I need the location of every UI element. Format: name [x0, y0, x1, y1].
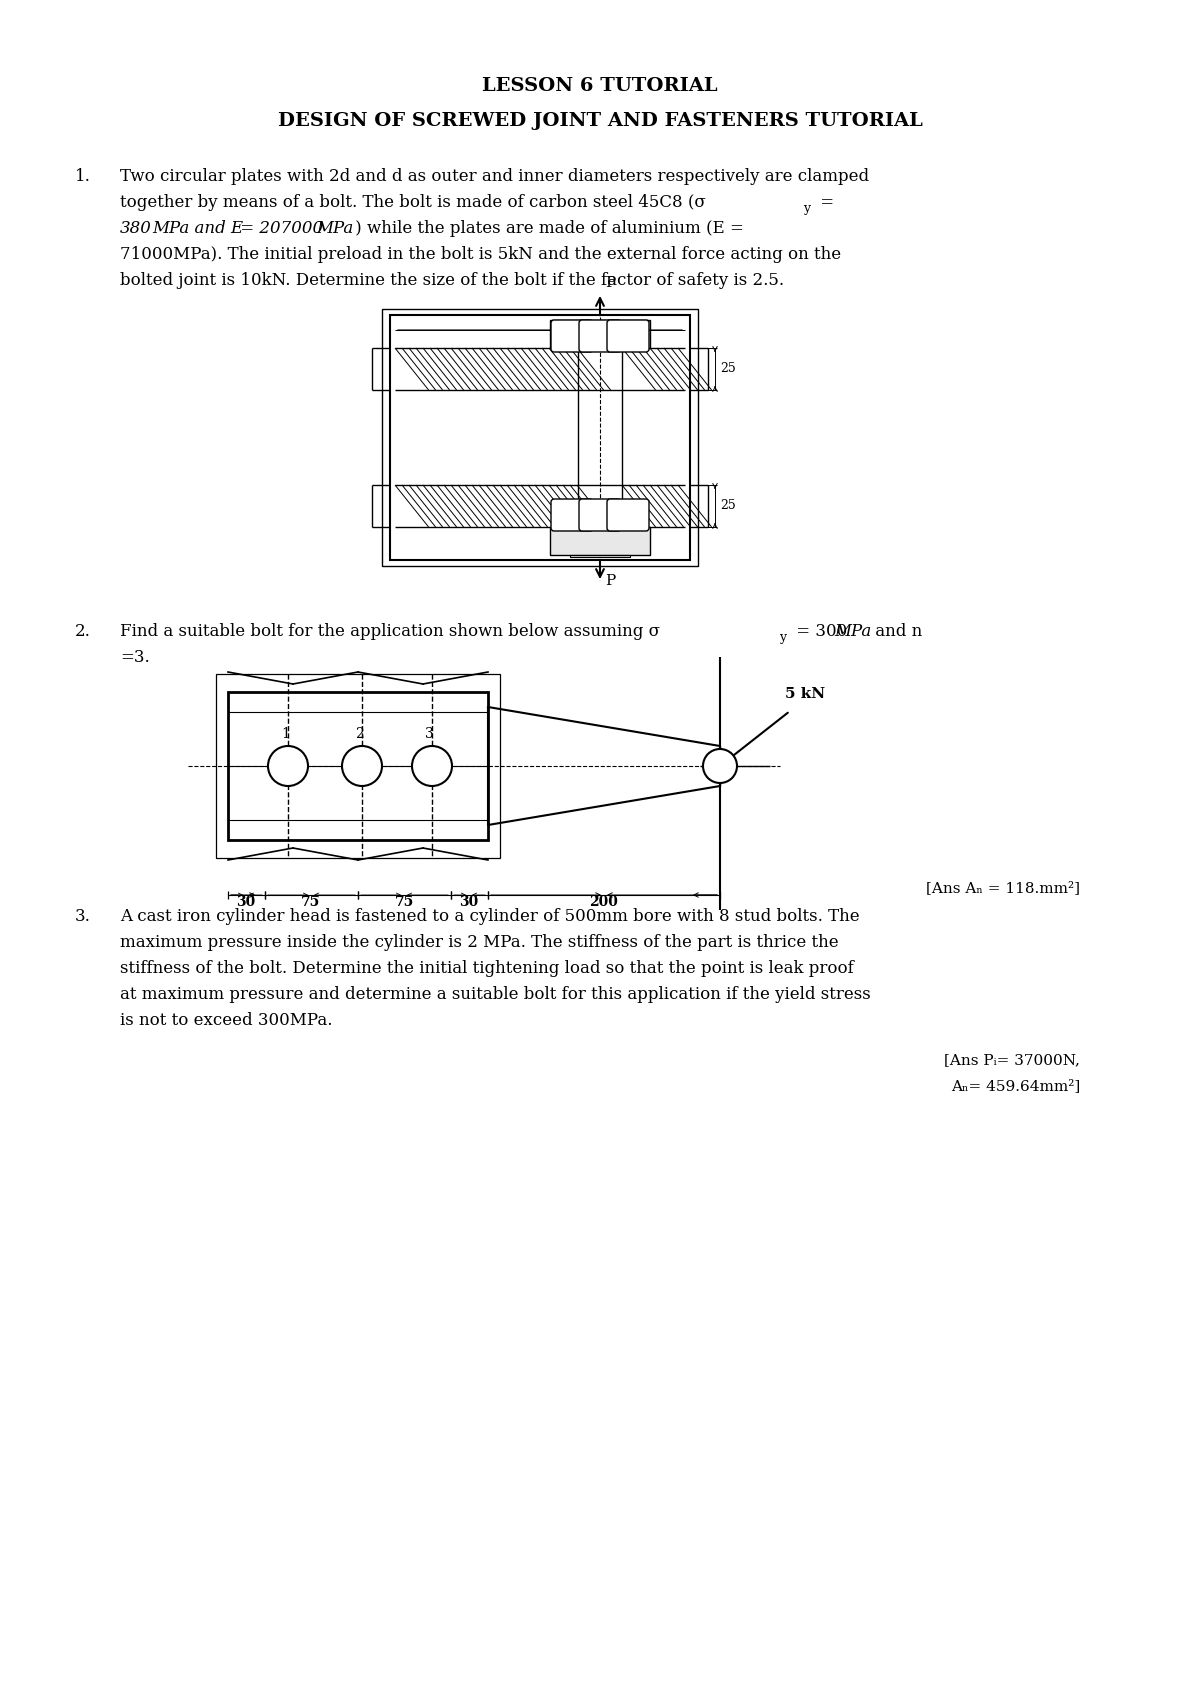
Text: Aₙ= 459.64mm²]: Aₙ= 459.64mm²] — [950, 1079, 1080, 1093]
Text: 200: 200 — [589, 894, 618, 910]
Text: and n: and n — [870, 623, 923, 640]
Circle shape — [268, 747, 308, 786]
Text: 25: 25 — [720, 361, 736, 375]
Bar — [390, 316, 690, 560]
Bar — [228, 692, 488, 840]
Text: 30: 30 — [236, 894, 256, 910]
FancyBboxPatch shape — [580, 499, 622, 531]
Text: together by means of a bolt. The bolt is made of carbon steel 45C8 (σ: together by means of a bolt. The bolt is… — [120, 193, 706, 210]
Text: [Ans Pᵢ= 37000N,: [Ans Pᵢ= 37000N, — [944, 1054, 1080, 1067]
FancyBboxPatch shape — [607, 321, 649, 351]
Text: MPa and E: MPa and E — [152, 221, 244, 238]
Text: P: P — [605, 574, 616, 587]
Text: 1.: 1. — [74, 168, 91, 185]
Bar — [570, 555, 630, 557]
Text: 30: 30 — [460, 894, 479, 910]
Text: y: y — [803, 202, 810, 216]
Text: is not to exceed 300MPa.: is not to exceed 300MPa. — [120, 1011, 332, 1028]
Text: A cast iron cylinder head is fastened to a cylinder of 500mm bore with 8 stud bo: A cast iron cylinder head is fastened to… — [120, 908, 859, 925]
Bar — [216, 674, 500, 859]
Text: Two circular plates with 2d and d as outer and inner diameters respectively are : Two circular plates with 2d and d as out… — [120, 168, 869, 185]
Bar — [550, 528, 650, 555]
Text: =: = — [815, 193, 834, 210]
Text: maximum pressure inside the cylinder is 2 MPa. The stiffness of the part is thri: maximum pressure inside the cylinder is … — [120, 933, 839, 950]
Circle shape — [703, 748, 737, 782]
Text: =3.: =3. — [120, 648, 150, 665]
Text: d: d — [595, 506, 604, 519]
Text: 3: 3 — [425, 726, 433, 742]
Text: 25: 25 — [720, 499, 736, 512]
Text: 75: 75 — [301, 894, 320, 910]
Bar — [550, 321, 650, 348]
FancyBboxPatch shape — [551, 499, 593, 531]
Text: stiffness of the bolt. Determine the initial tightening load so that the point i: stiffness of the bolt. Determine the ini… — [120, 961, 853, 977]
Circle shape — [342, 747, 382, 786]
Text: 2: 2 — [355, 726, 364, 742]
Text: LESSON 6 TUTORIAL: LESSON 6 TUTORIAL — [482, 76, 718, 95]
Text: MPa: MPa — [834, 623, 871, 640]
FancyBboxPatch shape — [607, 499, 649, 531]
Text: bolted joint is 10kN. Determine the size of the bolt if the factor of safety is : bolted joint is 10kN. Determine the size… — [120, 272, 784, 288]
Text: 380: 380 — [120, 221, 152, 238]
Text: Find a suitable bolt for the application shown below assuming σ: Find a suitable bolt for the application… — [120, 623, 660, 640]
Text: 5 kN: 5 kN — [785, 687, 826, 701]
FancyBboxPatch shape — [580, 321, 622, 351]
Text: MPa: MPa — [316, 221, 353, 238]
Text: 1: 1 — [281, 726, 290, 742]
Text: y: y — [779, 631, 786, 643]
Text: 3.: 3. — [74, 908, 91, 925]
Text: = 207000: = 207000 — [235, 221, 323, 238]
FancyBboxPatch shape — [551, 321, 593, 351]
Text: 71000MPa). The initial preload in the bolt is 5kN and the external force acting : 71000MPa). The initial preload in the bo… — [120, 246, 841, 263]
Text: 2d: 2d — [592, 329, 610, 344]
Text: P: P — [605, 277, 616, 290]
Text: = 300: = 300 — [791, 623, 852, 640]
Text: at maximum pressure and determine a suitable bolt for this application if the yi: at maximum pressure and determine a suit… — [120, 986, 871, 1003]
Bar — [382, 309, 698, 567]
Text: 2.: 2. — [74, 623, 91, 640]
Text: DESIGN OF SCREWED JOINT AND FASTENERS TUTORIAL: DESIGN OF SCREWED JOINT AND FASTENERS TU… — [277, 112, 923, 131]
Circle shape — [412, 747, 452, 786]
Text: 75: 75 — [395, 894, 414, 910]
Text: [Ans Aₙ = 118.mm²]: [Ans Aₙ = 118.mm²] — [926, 881, 1080, 894]
Text: ) while the plates are made of aluminium (E =: ) while the plates are made of aluminium… — [350, 221, 744, 238]
